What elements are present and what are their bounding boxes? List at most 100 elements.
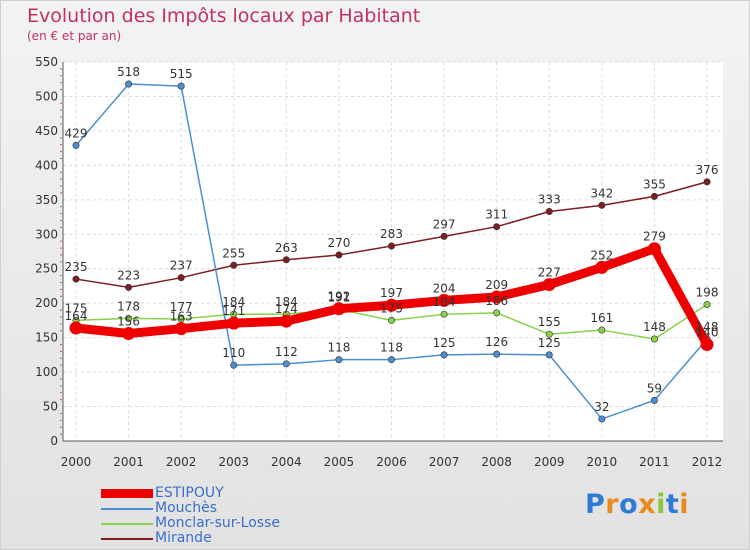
y-minor-tick bbox=[60, 109, 62, 111]
data-label-monclar-sur-losse: 177 bbox=[170, 300, 193, 314]
data-point-mouches bbox=[177, 82, 185, 90]
data-point-mirande bbox=[703, 178, 711, 186]
data-point-estipouy bbox=[122, 327, 136, 341]
y-minor-tick bbox=[60, 137, 62, 139]
legend-label-estipouy: ESTIPOUY bbox=[155, 485, 224, 501]
data-point-estipouy bbox=[332, 302, 346, 316]
data-label-estipouy: 197 bbox=[380, 286, 403, 300]
legend-label-mirande: Mirande bbox=[155, 530, 212, 546]
y-minor-tick bbox=[60, 68, 62, 70]
proxiti-logo: Proxiti bbox=[585, 489, 689, 520]
data-label-mirande: 270 bbox=[327, 236, 350, 250]
data-label-mouches: 32 bbox=[594, 400, 609, 414]
data-point-mirande bbox=[387, 242, 395, 250]
data-point-estipouy bbox=[542, 278, 556, 292]
legend-swatch-mirande bbox=[101, 538, 153, 540]
data-label-monclar-sur-losse: 148 bbox=[643, 320, 666, 334]
y-minor-tick bbox=[60, 261, 62, 263]
data-point-mouches bbox=[493, 350, 501, 358]
data-label-estipouy: 227 bbox=[538, 266, 561, 280]
data-point-mirande bbox=[282, 256, 290, 264]
data-point-mirande bbox=[177, 274, 185, 282]
data-label-mouches: 148 bbox=[696, 320, 719, 334]
data-point-estipouy bbox=[647, 242, 661, 256]
y-minor-tick bbox=[60, 330, 62, 332]
y-tick-label: 50 bbox=[43, 400, 58, 414]
y-tick-label: 250 bbox=[35, 262, 58, 276]
y-minor-tick bbox=[60, 275, 62, 277]
data-label-estipouy: 209 bbox=[485, 278, 508, 292]
data-label-monclar-sur-losse: 175 bbox=[380, 301, 403, 315]
data-label-estipouy: 156 bbox=[117, 315, 140, 329]
y-minor-tick bbox=[60, 102, 62, 104]
data-label-monclar-sur-losse: 184 bbox=[222, 295, 245, 309]
data-point-monclar-sur-losse bbox=[440, 310, 448, 318]
data-label-mouches: 110 bbox=[222, 346, 245, 360]
logo-letter: P bbox=[585, 489, 606, 520]
data-label-monclar-sur-losse: 184 bbox=[433, 295, 456, 309]
plot-area bbox=[63, 62, 723, 441]
y-minor-tick bbox=[60, 226, 62, 228]
data-label-monclar-sur-losse: 198 bbox=[696, 286, 719, 300]
x-tick-label: 2010 bbox=[587, 455, 618, 469]
y-tick-label: 0 bbox=[50, 434, 58, 448]
y-minor-tick bbox=[60, 309, 62, 311]
y-tick-label: 200 bbox=[35, 296, 58, 310]
data-point-estipouy bbox=[595, 260, 609, 274]
data-label-monclar-sur-losse: 178 bbox=[117, 299, 140, 313]
y-tick-label: 100 bbox=[35, 365, 58, 379]
y-minor-tick bbox=[60, 157, 62, 159]
y-minor-tick bbox=[60, 378, 62, 380]
y-minor-tick bbox=[60, 178, 62, 180]
data-label-estipouy: 279 bbox=[643, 230, 666, 244]
y-minor-tick bbox=[60, 323, 62, 325]
data-label-mouches: 118 bbox=[380, 341, 403, 355]
y-minor-tick bbox=[60, 82, 62, 84]
data-point-mirande bbox=[440, 232, 448, 240]
x-tick-label: 2000 bbox=[61, 455, 92, 469]
data-point-mirande bbox=[335, 251, 343, 259]
data-label-mouches: 126 bbox=[485, 335, 508, 349]
data-label-mouches: 118 bbox=[327, 341, 350, 355]
data-label-mirande: 297 bbox=[433, 217, 456, 231]
x-tick-label: 2004 bbox=[271, 455, 302, 469]
y-minor-tick bbox=[60, 144, 62, 146]
data-label-mouches: 59 bbox=[647, 381, 662, 395]
data-label-monclar-sur-losse: 186 bbox=[485, 294, 508, 308]
y-tick-label: 150 bbox=[35, 331, 58, 345]
y-minor-tick bbox=[60, 171, 62, 173]
legend-swatch-monclar bbox=[101, 523, 153, 525]
data-label-mirande: 223 bbox=[117, 268, 140, 282]
data-label-estipouy: 164 bbox=[65, 309, 88, 323]
y-tick-label: 500 bbox=[35, 89, 58, 103]
data-point-mouches bbox=[545, 351, 553, 359]
x-tick-label: 2007 bbox=[429, 455, 460, 469]
data-label-mirande: 376 bbox=[696, 163, 719, 177]
y-tick-label: 450 bbox=[35, 124, 58, 138]
data-point-mirande bbox=[650, 192, 658, 200]
y-minor-tick bbox=[60, 254, 62, 256]
legend-label-mouches: Mouchès bbox=[155, 500, 217, 516]
y-minor-tick bbox=[60, 385, 62, 387]
data-point-mirande bbox=[598, 201, 606, 209]
data-point-mirande bbox=[125, 283, 133, 291]
data-label-monclar-sur-losse: 155 bbox=[538, 315, 561, 329]
x-tick-label: 2005 bbox=[324, 455, 355, 469]
data-label-mirande: 342 bbox=[590, 186, 613, 200]
data-label-mouches: 125 bbox=[433, 336, 456, 350]
data-point-mirande bbox=[545, 208, 553, 216]
data-label-mirande: 235 bbox=[65, 260, 88, 274]
y-minor-tick bbox=[60, 364, 62, 366]
y-minor-tick bbox=[60, 75, 62, 77]
data-point-estipouy bbox=[437, 293, 451, 307]
y-tick-label: 400 bbox=[35, 158, 58, 172]
chart-subtitle: (en € et par an) bbox=[27, 29, 122, 43]
y-minor-tick bbox=[60, 288, 62, 290]
x-tick-label: 2009 bbox=[534, 455, 565, 469]
data-label-mouches: 518 bbox=[117, 65, 140, 79]
data-point-estipouy bbox=[700, 338, 714, 352]
logo-letter: i bbox=[679, 489, 690, 520]
data-point-mouches bbox=[650, 396, 658, 404]
